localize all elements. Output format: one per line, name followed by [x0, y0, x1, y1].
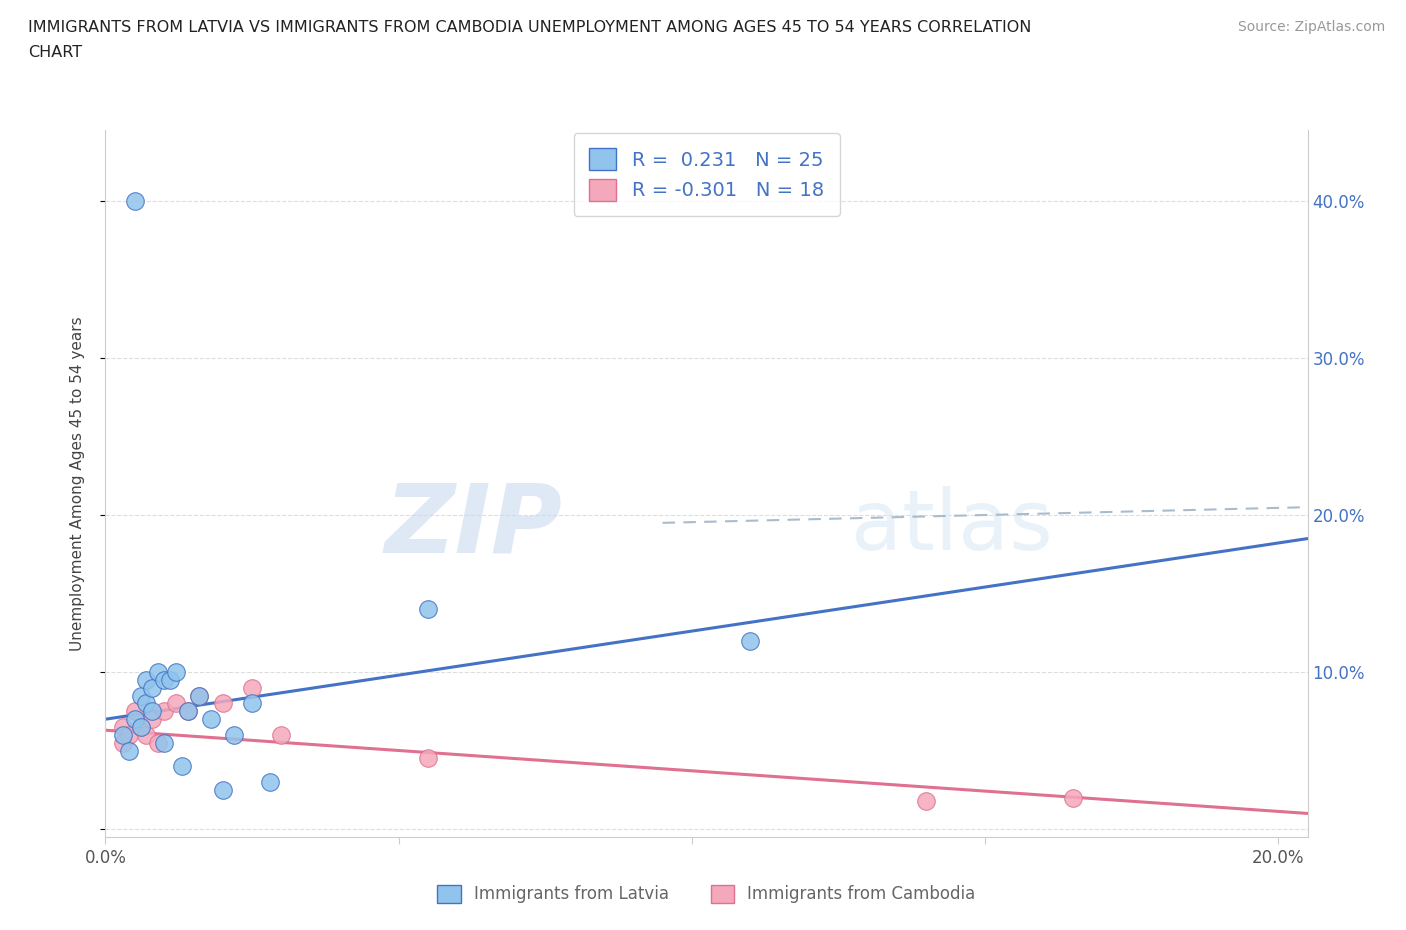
Point [165, 696, 187, 711]
Point [211, 782, 233, 797]
Point [118, 743, 141, 758]
Point [240, 681, 263, 696]
Text: IMMIGRANTS FROM LATVIA VS IMMIGRANTS FROM CAMBODIA UNEMPLOYMENT AMONG AGES 45 TO: IMMIGRANTS FROM LATVIA VS IMMIGRANTS FRO… [28, 20, 1032, 35]
Point [1062, 790, 1084, 805]
Point [240, 696, 263, 711]
Point [112, 727, 135, 742]
Text: Source: ZipAtlas.com: Source: ZipAtlas.com [1237, 20, 1385, 34]
Text: atlas: atlas [851, 485, 1053, 566]
Point [170, 759, 193, 774]
Point [270, 727, 292, 742]
Point [118, 727, 141, 742]
Point [129, 720, 152, 735]
Point [416, 751, 439, 766]
Point [135, 696, 157, 711]
Point [129, 720, 152, 735]
Point [141, 704, 163, 719]
Point [188, 688, 211, 703]
Point [135, 672, 157, 687]
Point [135, 727, 157, 742]
Point [159, 672, 181, 687]
Point [141, 681, 163, 696]
Legend: Immigrants from Latvia, Immigrants from Cambodia: Immigrants from Latvia, Immigrants from … [430, 878, 983, 910]
Point [112, 736, 135, 751]
Point [200, 711, 222, 726]
Point [112, 720, 135, 735]
Point [740, 633, 762, 648]
Point [416, 602, 439, 617]
Point [153, 672, 176, 687]
Point [141, 711, 163, 726]
Point [176, 704, 198, 719]
Point [176, 704, 198, 719]
Point [148, 736, 170, 751]
Text: ZIP: ZIP [384, 480, 562, 573]
Point [259, 775, 281, 790]
Point [124, 711, 146, 726]
Text: CHART: CHART [28, 45, 82, 60]
Point [153, 736, 176, 751]
Point [915, 793, 938, 808]
Point [188, 688, 211, 703]
Point [124, 704, 146, 719]
Point [129, 688, 152, 703]
Y-axis label: Unemployment Among Ages 45 to 54 years: Unemployment Among Ages 45 to 54 years [70, 316, 84, 651]
Point [124, 193, 146, 208]
Point [153, 704, 176, 719]
Point [148, 665, 170, 680]
Point [211, 696, 233, 711]
Point [224, 727, 246, 742]
Point [165, 665, 187, 680]
